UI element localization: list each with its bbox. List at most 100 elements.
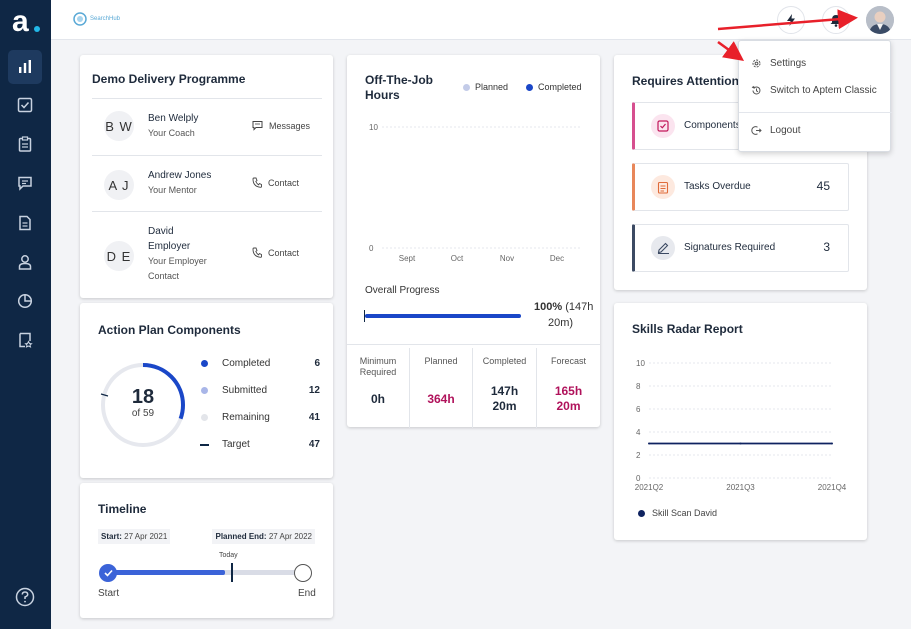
logout-icon xyxy=(751,126,762,135)
document-icon xyxy=(19,215,31,231)
sidebar-item-documents[interactable] xyxy=(8,206,42,240)
menu-item-switch-classic[interactable]: Switch to Aptem Classic xyxy=(751,85,877,96)
person-mentor: A J Andrew Jones Your Mentor Contact xyxy=(92,165,322,215)
history-icon xyxy=(751,85,761,95)
stat-value: 165h 20m xyxy=(537,384,600,414)
sidebar-item-messages[interactable] xyxy=(8,166,42,200)
x-tick-label: Sept xyxy=(399,254,416,263)
attention-label: Components xyxy=(684,120,741,131)
checkbox-icon xyxy=(651,114,675,138)
legend-completed-label: Completed xyxy=(538,82,582,92)
app-logo-dot xyxy=(34,26,40,32)
requires-attention-title: Requires Attention xyxy=(632,74,739,88)
x-tick-label: Dec xyxy=(550,254,564,263)
brand-logo[interactable]: SearchHub xyxy=(73,12,120,26)
stat-planned: Planned 364h xyxy=(410,348,473,428)
stat-value-line1: 165h xyxy=(554,384,583,398)
check-icon xyxy=(103,569,113,577)
end-node xyxy=(294,564,312,582)
employer-name-line2: Employer xyxy=(148,241,191,252)
help-icon xyxy=(15,587,35,607)
overall-progress-detail-line1: (147h xyxy=(565,301,594,313)
employer-role-line1: Your Employer xyxy=(148,256,207,266)
timeline-track xyxy=(108,570,303,575)
stat-forecast: Forecast 165h 20m xyxy=(537,348,600,428)
attention-label: Tasks Overdue xyxy=(684,181,751,192)
stat-value: 0h xyxy=(370,392,385,406)
employer-action-label: Contact xyxy=(268,247,300,258)
skills-radar-card: Skills Radar Report 10 8 6 4 2 0 2021Q2 2021Q3 2… xyxy=(614,303,867,540)
sidebar: a xyxy=(0,0,51,629)
menu-item-label: Settings xyxy=(770,58,807,69)
stat-label: Forecast xyxy=(550,356,586,366)
submitted-dot xyxy=(201,387,208,394)
skills-legend-label: Skill Scan David xyxy=(652,508,718,518)
stat-completed: Completed 147h 20m xyxy=(473,348,537,428)
sidebar-item-profile[interactable] xyxy=(8,245,42,279)
overall-progress-label: Overall Progress xyxy=(365,285,440,296)
employer-role-line2: Contact xyxy=(148,271,180,281)
menu-item-logout[interactable]: Logout xyxy=(751,125,801,136)
checkbox-icon xyxy=(17,97,33,113)
stat-value-line2: 20m xyxy=(492,399,517,413)
divider xyxy=(92,211,322,212)
menu-item-label: Switch to Aptem Classic xyxy=(770,85,877,96)
attention-tasks-overdue[interactable]: Tasks Overdue 45 xyxy=(632,163,849,211)
mentor-contact-link[interactable]: Contact xyxy=(252,177,299,188)
app-logo[interactable]: a xyxy=(12,5,40,38)
x-tick-label: 2021Q4 xyxy=(818,483,847,492)
menu-separator xyxy=(739,112,892,113)
employer-contact-link[interactable]: Contact xyxy=(252,247,299,258)
phone-icon xyxy=(252,247,262,258)
donut-target-marker xyxy=(100,393,109,397)
sidebar-item-achievements[interactable] xyxy=(8,323,42,357)
notifications-button[interactable] xyxy=(822,6,850,34)
y-tick-label: 0 xyxy=(369,244,374,253)
mentor-avatar: A J xyxy=(104,170,134,200)
start-date-label: Start: xyxy=(101,532,122,541)
attention-label: Signatures Required xyxy=(684,242,776,253)
y-tick-label: 2 xyxy=(636,451,641,460)
donut-center-value: 18 xyxy=(131,386,155,408)
sidebar-item-plan[interactable] xyxy=(8,127,42,161)
ojt-hours-card: Off-The-Job Hours Planned Completed 10 0 S… xyxy=(347,55,600,428)
quick-actions-button[interactable] xyxy=(777,6,805,34)
y-tick-label: 8 xyxy=(636,382,641,391)
menu-item-settings[interactable]: Settings xyxy=(751,58,806,69)
planned-dot xyxy=(463,83,470,91)
overall-progress-fill xyxy=(365,314,521,318)
delivery-programme-card: Demo Delivery Programme B W Ben Welply Y… xyxy=(80,55,333,298)
y-tick-label: 10 xyxy=(369,123,378,132)
mentor-name: Andrew Jones xyxy=(148,170,212,181)
coach-messages-link[interactable]: Messages xyxy=(252,120,310,131)
coach-action-label: Messages xyxy=(269,120,311,131)
sidebar-item-reports[interactable] xyxy=(8,284,42,318)
legend-completed: Completed xyxy=(526,82,582,92)
skills-radar-title: Skills Radar Report xyxy=(632,322,743,336)
timeline-title: Timeline xyxy=(98,502,147,516)
today-label: Today xyxy=(219,552,238,559)
user-avatar[interactable] xyxy=(866,6,894,34)
app-logo-letter: a xyxy=(12,5,29,38)
legend-value: 47 xyxy=(308,439,320,450)
action-plan-donut xyxy=(100,363,185,447)
series-point xyxy=(648,442,650,445)
sidebar-item-tasks[interactable] xyxy=(8,88,42,122)
phone-icon xyxy=(252,177,262,188)
sidebar-item-dashboard[interactable] xyxy=(8,50,42,84)
series-point xyxy=(831,442,833,445)
divider xyxy=(92,155,322,156)
y-tick-label: 10 xyxy=(636,359,645,368)
attention-signatures-required[interactable]: Signatures Required 3 xyxy=(632,224,849,272)
timeline-fill xyxy=(108,570,225,575)
stat-label: Minimum Required xyxy=(347,356,409,378)
employer-name-line1: David xyxy=(148,226,174,237)
series-point xyxy=(739,442,742,445)
message-icon xyxy=(252,121,263,131)
help-button[interactable] xyxy=(8,580,42,614)
x-tick-label: 2021Q3 xyxy=(726,483,755,492)
action-plan-card: Action Plan Components 18 of 59 Complete… xyxy=(80,303,333,478)
lightning-icon xyxy=(787,14,795,26)
timeline-end-date: Planned End: 27 Apr 2022 xyxy=(212,529,315,544)
